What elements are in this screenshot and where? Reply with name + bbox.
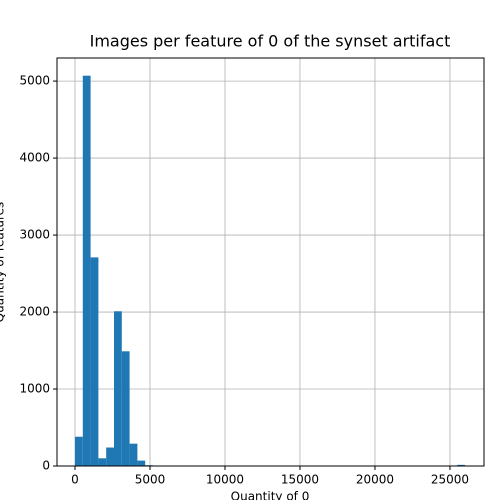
y-tick-label: 4000 bbox=[19, 151, 50, 165]
x-tick-label: 5000 bbox=[135, 473, 166, 487]
x-tick-label: 0 bbox=[71, 473, 79, 487]
plot-frame bbox=[56, 57, 485, 467]
x-axis-label: Quantity of 0 bbox=[231, 490, 310, 500]
x-tick-label: 10000 bbox=[206, 473, 244, 487]
bar bbox=[74, 436, 83, 466]
bar bbox=[106, 447, 114, 466]
y-tick-label: 5000 bbox=[19, 74, 50, 88]
y-tick-label: 0 bbox=[42, 459, 50, 473]
bar bbox=[457, 464, 465, 466]
x-tick-label: 25000 bbox=[431, 473, 469, 487]
y-tick-label: 1000 bbox=[19, 382, 50, 396]
y-tick-label: 3000 bbox=[19, 228, 50, 242]
bar bbox=[137, 460, 146, 466]
bar bbox=[113, 311, 122, 466]
bar bbox=[82, 75, 91, 466]
bar bbox=[121, 351, 130, 466]
chart-title: Images per feature of 0 of the synset ar… bbox=[90, 32, 451, 51]
x-tick-label: 20000 bbox=[356, 473, 394, 487]
bar bbox=[98, 458, 107, 466]
bar bbox=[90, 257, 99, 466]
y-axis-label: Quantity of features bbox=[0, 202, 7, 323]
y-tick-label: 2000 bbox=[19, 305, 50, 319]
bar bbox=[129, 443, 138, 466]
x-tick-label: 15000 bbox=[281, 473, 319, 487]
